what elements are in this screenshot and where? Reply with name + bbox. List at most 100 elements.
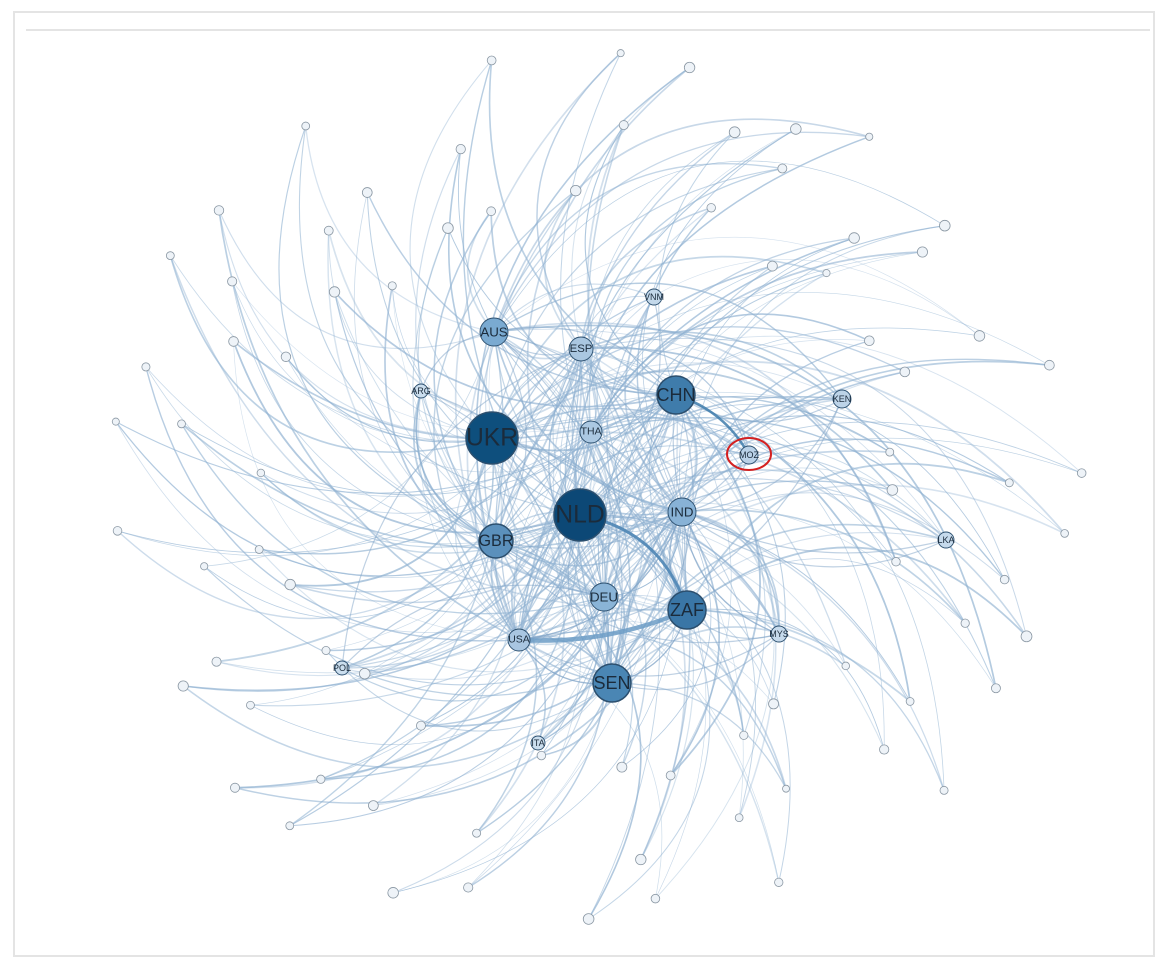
node	[592, 663, 632, 703]
edge	[518, 639, 663, 899]
minor-node	[227, 276, 238, 287]
minor-node	[284, 578, 296, 591]
edge	[518, 450, 890, 641]
edge	[341, 514, 581, 669]
minor-node	[728, 126, 741, 139]
minor-node	[486, 55, 497, 66]
edge	[603, 511, 683, 598]
edge	[232, 341, 581, 534]
minor-node	[879, 744, 890, 755]
edge	[590, 237, 855, 433]
edge	[518, 398, 843, 641]
edge	[579, 296, 661, 516]
minor-node	[455, 144, 466, 155]
edge	[180, 423, 605, 615]
edge	[681, 511, 947, 568]
edge	[679, 237, 855, 513]
edge	[493, 160, 945, 333]
minor-node	[486, 206, 496, 217]
minor-node	[777, 163, 788, 174]
edge	[606, 296, 688, 611]
node-label: IND	[671, 505, 694, 520]
edge	[603, 454, 750, 684]
edge	[218, 210, 495, 350]
minor-node	[582, 913, 595, 925]
node	[507, 628, 531, 652]
edge	[681, 511, 780, 635]
edge	[491, 167, 783, 439]
edge	[580, 348, 885, 750]
edge	[203, 565, 688, 686]
edge	[476, 431, 631, 834]
edge	[493, 283, 655, 333]
edge	[603, 594, 775, 705]
minor-node	[782, 784, 790, 793]
node	[937, 531, 955, 549]
edge	[364, 609, 688, 697]
edge	[518, 421, 1082, 641]
edge	[183, 394, 677, 692]
edge	[675, 394, 843, 423]
edge	[493, 236, 980, 337]
edge	[493, 331, 610, 598]
edge	[341, 348, 582, 669]
nodes: UKR NLD CHN ZAF SEN GBR AUS IND DEU USA ESP THA MOZ K…	[111, 49, 1087, 925]
minor-node	[1044, 359, 1055, 371]
node	[478, 523, 514, 559]
edge	[579, 403, 890, 516]
edge	[334, 291, 688, 611]
edge	[180, 423, 683, 549]
node	[589, 582, 619, 612]
edge	[490, 211, 677, 396]
edge	[588, 167, 783, 433]
node	[667, 497, 697, 527]
node	[579, 420, 603, 444]
minor-node	[886, 484, 899, 496]
minor-node	[973, 330, 986, 342]
edge	[182, 682, 613, 769]
minor-node	[905, 697, 915, 706]
node-label: VNM	[644, 292, 664, 302]
edge	[686, 546, 1028, 637]
edge	[518, 633, 780, 677]
node	[553, 488, 607, 542]
edge	[290, 394, 677, 593]
node-label: KEN	[833, 394, 852, 404]
edge	[495, 265, 773, 542]
edge	[491, 437, 688, 611]
minor-node	[570, 184, 582, 197]
edge	[681, 511, 945, 791]
edge	[686, 462, 1010, 611]
minor-node	[864, 335, 875, 346]
edge	[580, 348, 777, 818]
edge	[467, 596, 609, 889]
edge	[320, 514, 581, 780]
edge	[493, 163, 783, 333]
node-label: UKR	[466, 425, 518, 452]
minor-node	[213, 205, 225, 216]
node-label: ZAF	[670, 600, 704, 620]
edge	[333, 291, 605, 598]
edge	[578, 128, 796, 516]
edge	[373, 394, 678, 806]
edge	[491, 335, 1082, 474]
edge	[495, 540, 634, 768]
edge	[491, 415, 897, 562]
minor-node	[442, 222, 454, 234]
minor-node	[616, 761, 628, 773]
edge	[285, 356, 493, 443]
minor-node	[316, 774, 326, 784]
minor-node	[200, 562, 209, 571]
minor-node	[767, 260, 778, 272]
node-label: NLD	[555, 502, 604, 529]
minor-node	[177, 680, 189, 692]
minor-node	[177, 419, 186, 429]
edge	[603, 511, 683, 598]
minor-node	[368, 800, 379, 811]
minor-node	[416, 720, 426, 731]
minor-node	[734, 813, 744, 823]
edge	[415, 390, 497, 542]
minor-node	[960, 618, 970, 628]
edge	[611, 682, 787, 789]
node-label: POL	[333, 663, 351, 673]
